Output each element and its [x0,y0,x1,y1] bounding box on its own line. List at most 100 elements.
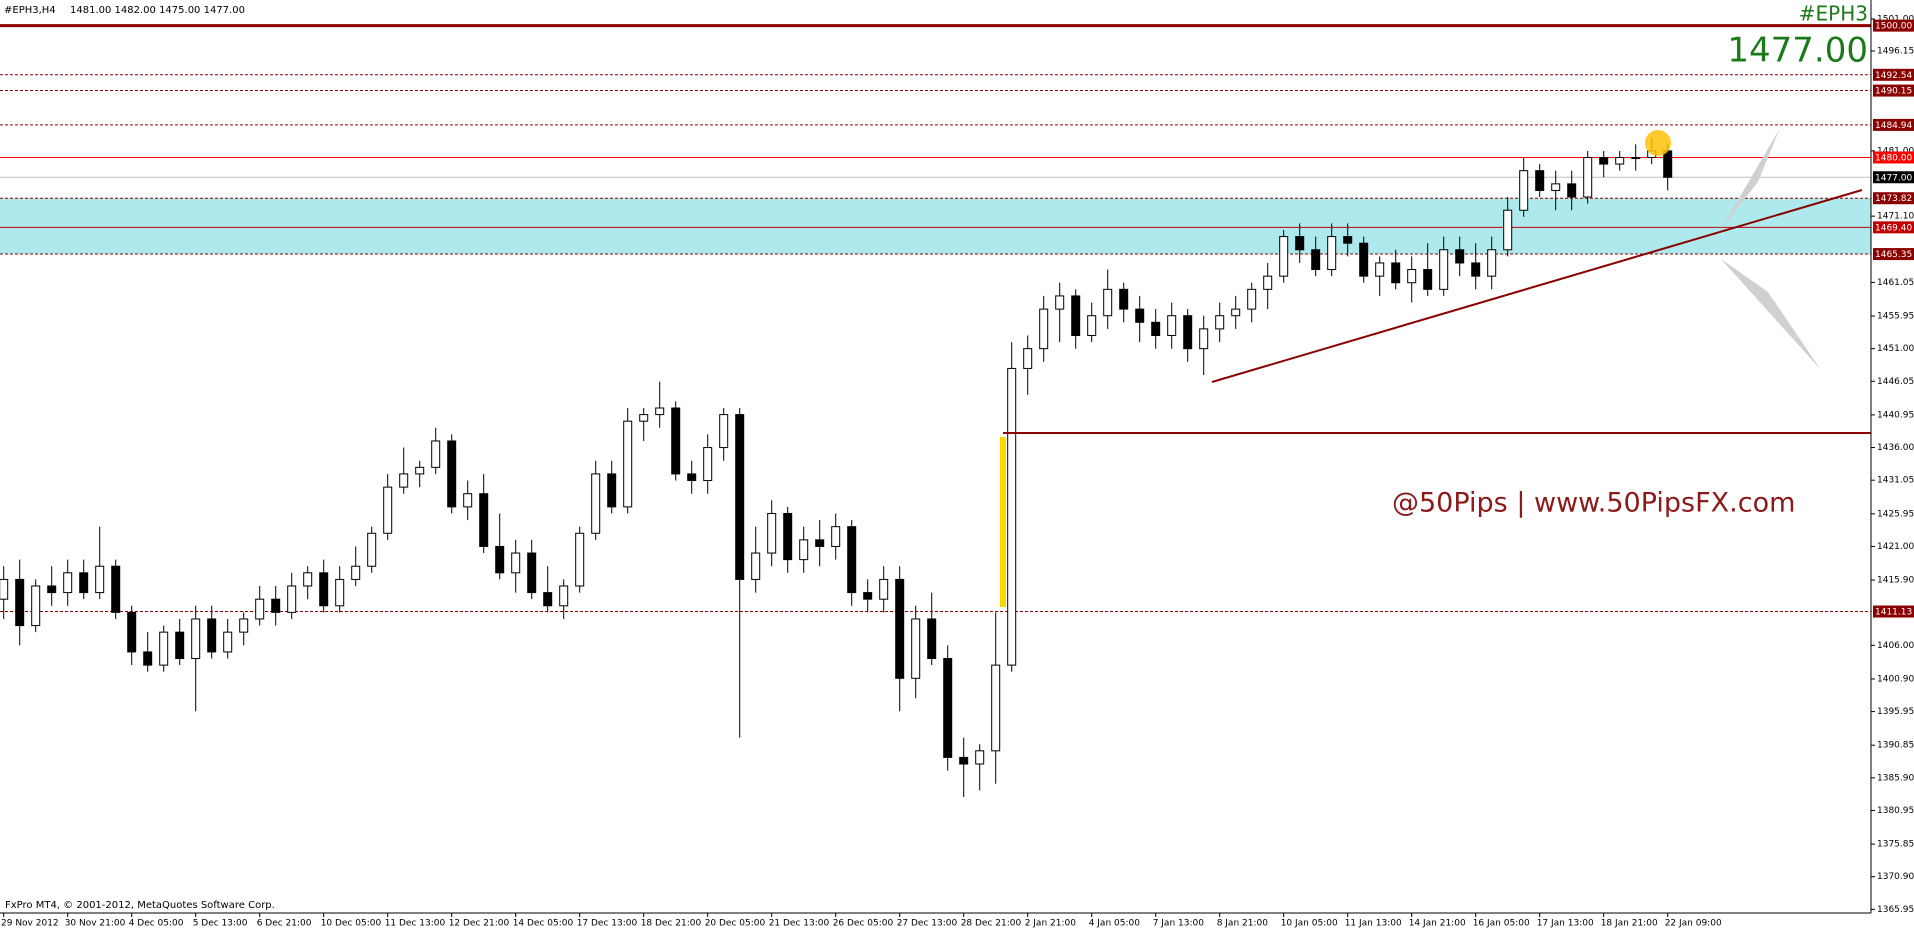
x-tick-label: 12 Dec 21:00 [449,919,510,929]
x-tick-label: 21 Dec 13:00 [769,919,830,929]
ohlc-text: 1481.00 1482.00 1475.00 1477.00 [70,5,245,16]
candle-body [1263,275,1273,290]
x-tick-label: 2 Jan 21:00 [1025,919,1077,929]
candle-body [351,565,361,580]
candle-body [719,414,729,449]
candle-layer [0,137,1673,797]
candle-body [639,414,649,422]
y-tick-label: 1406.00 [1877,641,1914,651]
candle-body [1423,269,1433,290]
candle-body [1311,249,1321,271]
x-tick-label: 8 Jan 21:00 [1217,919,1269,929]
candle-body [863,592,873,600]
candle-body [943,658,953,758]
candle-body [1199,328,1209,350]
candle-body [591,473,601,534]
x-tick-label: 18 Jan 21:00 [1601,919,1658,929]
arrow-down [1721,259,1821,370]
x-tick-label: 17 Jan 13:00 [1537,919,1594,929]
x-tick-label: 10 Jan 05:00 [1281,919,1338,929]
y-tick-label: 1431.05 [1877,476,1914,486]
level-label: 1490.15 [1875,87,1912,97]
y-tick-label: 1415.90 [1877,576,1914,586]
candle-body [431,440,441,468]
candle-body [159,631,169,666]
y-tick-label: 1446.05 [1877,377,1914,387]
level-box [1873,248,1914,261]
candle-body [367,532,377,567]
x-tick-label: 17 Dec 13:00 [577,919,638,929]
y-tick-label: 1390.85 [1877,741,1914,751]
y-tick-label: 1365.95 [1877,905,1914,915]
candle-body [175,631,185,660]
candle-body [927,618,937,660]
y-tick-label: 1375.85 [1877,840,1914,850]
candle-body [383,486,393,534]
candle-body [1215,315,1225,330]
candle-body [63,572,73,594]
candle-body [1407,269,1417,284]
candle-body [671,407,681,475]
candle-body [1631,156,1641,159]
candle-body [1327,236,1337,271]
candle-body [655,407,665,416]
candle-body [911,618,921,679]
candle-body [1007,367,1017,666]
x-tick-label: 4 Jan 05:00 [1089,919,1141,929]
level-box [1873,221,1914,234]
level-label: 1469.40 [1875,223,1912,233]
candle-body [623,420,633,508]
candle-body [735,414,745,580]
candle-body [47,585,57,594]
candle-body [1231,308,1241,317]
y-tick-label: 1481.00 [1877,146,1914,156]
y-tick-label: 1451.00 [1877,344,1914,354]
candle-body [255,598,265,620]
x-tick-label: 16 Jan 05:00 [1473,919,1530,929]
candle-body [239,618,249,633]
candle-body [527,552,537,594]
candle-body [767,512,777,554]
candle-body [1023,348,1033,369]
level-label: 1500.00 [1875,22,1912,32]
level-label: 1411.13 [1875,608,1912,618]
candle-body [975,750,985,765]
y-tick-label: 1385.90 [1877,773,1914,783]
axis-layer: 1501.00 1496.15 1481.00 1471.10 1461.05 1455.… [1,15,1914,929]
candle-body [31,585,41,627]
candle-body [463,493,473,508]
y-tick-label: 1400.90 [1877,674,1914,684]
candle-body [399,473,409,488]
y-tick-label: 1496.15 [1877,47,1914,57]
candle-body [1071,295,1081,336]
x-tick-label: 29 Nov 2012 [1,919,59,929]
candle-body [543,592,553,607]
y-tick-label: 1421.00 [1877,542,1914,552]
candle-body [319,572,329,607]
candle-body [783,512,793,561]
candle-body [1135,308,1145,323]
x-tick-label: 22 Jan 09:00 [1665,919,1722,929]
x-tick-label: 11 Dec 13:00 [385,919,446,929]
candle-body [0,578,9,600]
candle-body [1391,262,1401,284]
candle-body [687,473,697,482]
level-box [1873,19,1914,32]
y-tick-label: 1436.00 [1877,443,1914,453]
candle-body [1279,236,1289,277]
y-tick-label: 1461.05 [1877,278,1914,288]
zone [0,198,1871,255]
candle-body [1039,308,1049,350]
candle-body [1615,156,1625,165]
candle-body [335,578,345,607]
y-tick-label: 1440.95 [1877,410,1914,420]
level-label: 1477.00 [1875,173,1912,183]
y-tick-label: 1455.95 [1877,312,1914,322]
candle-body [1247,288,1257,310]
y-tick-label: 1501.00 [1877,15,1914,25]
candle-body [1551,183,1561,191]
candle-body [815,539,825,547]
candle-body [1487,249,1497,277]
